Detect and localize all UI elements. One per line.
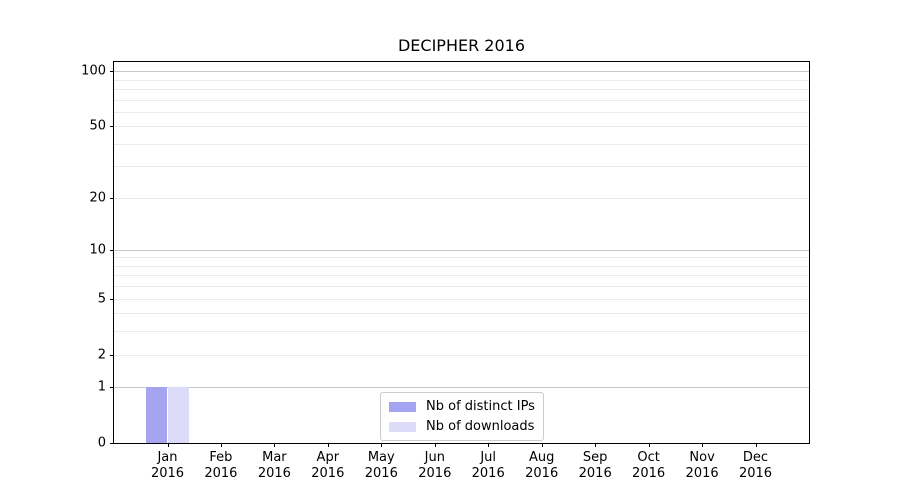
gridline-y-100: [114, 71, 809, 72]
x-tick-dec-2016: [755, 443, 757, 447]
x-tick-label-dec-2016: Dec 2016: [738, 450, 773, 481]
y-tick-100: [110, 71, 114, 72]
y-tick-20: [110, 197, 114, 199]
gridline-y-1: [114, 387, 809, 389]
y-tick-1: [110, 387, 114, 389]
gridline-y-60: [114, 111, 809, 113]
y-tick-label-50: 50: [89, 118, 106, 134]
legend-label-distinct-ips: Nb of distinct IPs: [426, 399, 535, 414]
gridline-y-3: [114, 331, 809, 333]
gridline-y-7: [114, 275, 809, 277]
x-tick-oct-2016: [648, 443, 650, 447]
y-tick-label-20: 20: [89, 190, 106, 206]
x-tick-label-jul-2016: Jul 2016: [471, 450, 505, 481]
gridline-y-8: [114, 265, 809, 267]
y-tick-50: [110, 126, 114, 128]
gridline-y-20: [114, 197, 809, 199]
y-tick-2: [110, 354, 114, 356]
x-tick-label-feb-2016: Feb 2016: [204, 450, 238, 481]
gridline-y-30: [114, 166, 809, 168]
gridline-y-40: [114, 143, 809, 145]
legend-swatch-downloads: [389, 421, 416, 432]
y-tick-label-0: 0: [97, 435, 106, 451]
legend: Nb of distinct IPs Nb of downloads: [380, 392, 544, 441]
x-tick-apr-2016: [327, 443, 329, 447]
bar-nb-of-distinct-ips-jan-2016: [146, 387, 168, 443]
y-tick-10: [110, 249, 114, 251]
y-tick-label-100: 100: [81, 63, 106, 79]
gridline-y-80: [114, 88, 809, 90]
gridline-y-50: [114, 126, 809, 128]
bar-nb-of-downloads-jan-2016: [167, 387, 189, 443]
gridline-y-6: [114, 286, 809, 288]
x-tick-label-nov-2016: Nov 2016: [685, 450, 719, 481]
y-tick-0: [110, 443, 114, 444]
x-tick-label-jun-2016: Jun 2016: [418, 450, 452, 481]
gridline-y-2: [114, 354, 809, 356]
gridline-y-5: [114, 298, 809, 300]
legend-item-distinct-ips: Nb of distinct IPs: [389, 397, 535, 416]
gridline-y-70: [114, 99, 809, 101]
x-tick-nov-2016: [702, 443, 704, 447]
x-tick-jul-2016: [488, 443, 490, 447]
chart-title: DECIPHER 2016: [397, 36, 526, 55]
gridline-y-4: [114, 313, 809, 315]
x-tick-label-oct-2016: Oct 2016: [632, 450, 666, 481]
x-tick-sep-2016: [595, 443, 597, 447]
x-tick-label-may-2016: May 2016: [364, 450, 398, 481]
y-tick-label-5: 5: [97, 291, 106, 307]
x-tick-label-mar-2016: Mar 2016: [257, 450, 291, 481]
legend-swatch-distinct-ips: [389, 401, 416, 412]
x-tick-aug-2016: [541, 443, 543, 447]
x-tick-mar-2016: [274, 443, 276, 447]
y-tick-5: [110, 298, 114, 300]
y-tick-label-1: 1: [97, 379, 106, 395]
x-tick-label-aug-2016: Aug 2016: [525, 450, 559, 481]
y-tick-label-10: 10: [89, 242, 106, 258]
y-tick-label-2: 2: [97, 347, 106, 362]
gridline-y-90: [114, 79, 809, 81]
gridline-y-9: [114, 257, 809, 259]
x-tick-label-jan-2016: Jan 2016: [150, 450, 185, 481]
x-tick-jun-2016: [434, 443, 436, 447]
x-tick-label-apr-2016: Apr 2016: [311, 450, 345, 481]
gridline-y-10: [114, 249, 809, 251]
plot-area: 0 1 2 5 10 20 50 100 Jan 2016 Feb 2016 Mar 2016 Apr 201…: [81, 61, 810, 481]
x-tick-jan-2016: [167, 443, 169, 447]
x-tick-may-2016: [381, 443, 383, 447]
legend-item-downloads: Nb of downloads: [389, 417, 535, 436]
legend-label-downloads: Nb of downloads: [426, 419, 535, 434]
x-tick-feb-2016: [220, 443, 222, 447]
x-tick-label-sep-2016: Sep 2016: [578, 450, 612, 481]
